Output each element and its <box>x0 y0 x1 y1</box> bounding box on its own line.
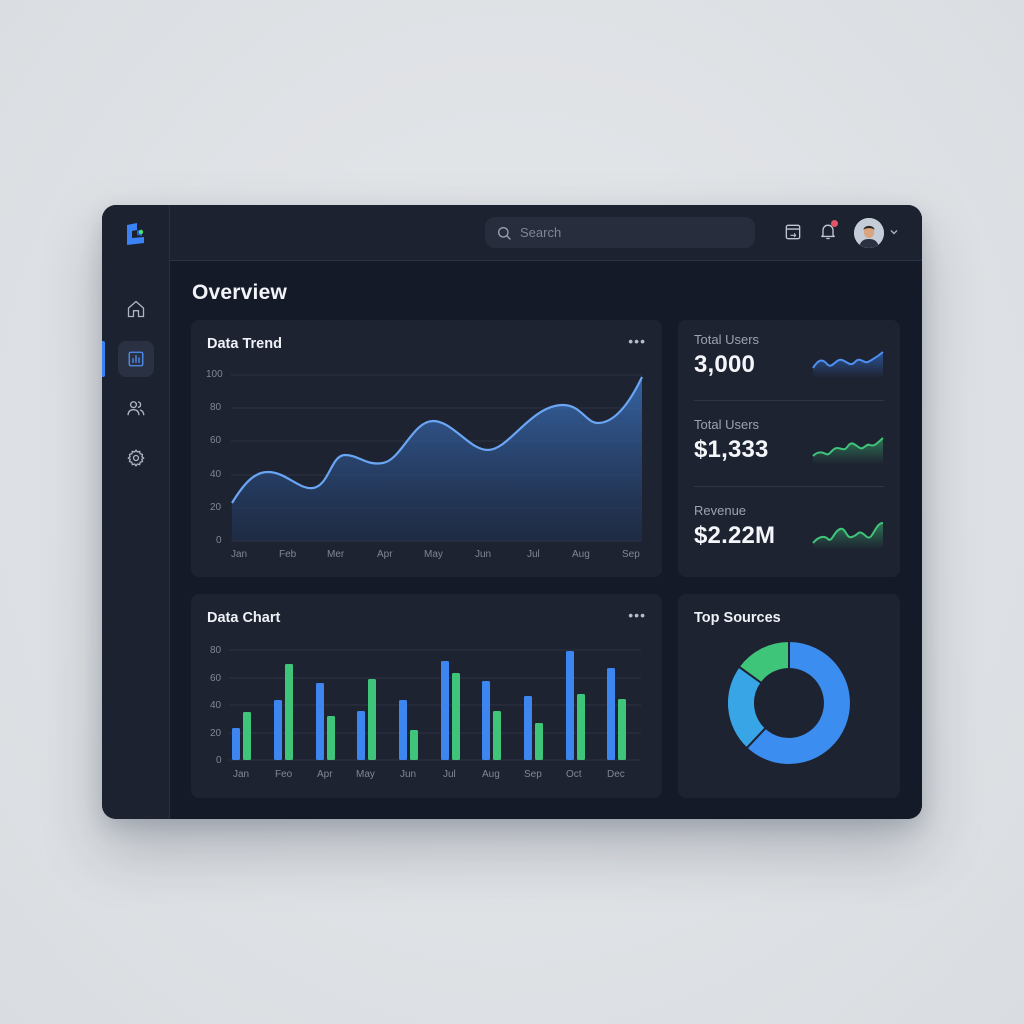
x-tick: May <box>356 769 375 780</box>
main-content: Overview Data Trend ••• 100 80 60 40 20 … <box>170 261 922 819</box>
y-tick: 80 <box>210 402 222 413</box>
bell-icon <box>821 224 835 240</box>
data-chart-card: Data Chart ••• 80 60 40 20 0 <box>191 594 662 798</box>
x-tick: May <box>424 549 443 560</box>
x-tick: Apr <box>377 549 393 560</box>
card-title: Data Trend <box>207 336 282 352</box>
bar-chart-icon <box>128 351 144 367</box>
stat-value: 3,000 <box>694 351 756 378</box>
x-tick: Sep <box>524 769 542 780</box>
x-tick: Feb <box>279 549 297 560</box>
home-icon <box>127 300 145 318</box>
sidebar-item-analytics[interactable] <box>118 341 154 377</box>
area-chart <box>231 374 643 542</box>
y-tick: 20 <box>210 728 222 739</box>
x-tick: Aug <box>572 549 590 560</box>
x-tick: Jun <box>400 769 417 780</box>
x-tick: Jul <box>443 769 456 780</box>
brand-logo-icon[interactable] <box>124 222 148 246</box>
dashboard-window: Overview Data Trend ••• 100 80 60 40 20 … <box>102 205 922 819</box>
trend-line <box>231 376 643 504</box>
search-box[interactable] <box>485 217 755 248</box>
stat-value: $2.22M <box>694 522 776 549</box>
divider <box>694 486 884 487</box>
stat-label: Revenue <box>694 503 747 518</box>
y-tick: 60 <box>210 435 222 446</box>
sidebar-item-settings[interactable] <box>118 440 154 476</box>
sidebar-item-home[interactable] <box>118 291 154 327</box>
notification-dot <box>831 220 838 227</box>
x-tick: Sep <box>622 549 640 560</box>
slice-source-c[interactable] <box>737 639 790 685</box>
series-b-bars <box>243 664 626 760</box>
x-tick: Feo <box>275 769 293 780</box>
chevron-down-icon[interactable] <box>889 227 899 237</box>
active-indicator <box>102 341 105 377</box>
divider <box>694 400 884 401</box>
stat-revenue: Revenue $2.22M <box>694 503 775 550</box>
more-options-button[interactable]: ••• <box>628 607 646 623</box>
sparkline-blue <box>812 351 884 378</box>
top-bar <box>170 205 922 261</box>
notifications-button[interactable] <box>818 220 840 243</box>
user-avatar-image <box>854 218 884 248</box>
y-tick: 0 <box>216 755 222 766</box>
calendar-icon[interactable] <box>783 222 803 242</box>
area-fill <box>232 377 642 541</box>
x-tick: Aug <box>482 769 500 780</box>
x-tick: Jan <box>233 769 250 780</box>
users-icon <box>127 401 145 416</box>
x-tick: Jul <box>527 549 540 560</box>
sparkline-green <box>812 437 884 464</box>
y-tick: 0 <box>216 535 222 546</box>
search-icon <box>498 226 511 240</box>
stat-label: Total Users <box>694 417 760 432</box>
x-tick: Apr <box>317 769 333 780</box>
data-trend-card: Data Trend ••• 100 80 60 40 20 0 <box>191 320 662 577</box>
y-tick: 100 <box>206 369 223 380</box>
page-title: Overview <box>192 281 287 304</box>
x-tick: Jun <box>475 549 492 560</box>
sidebar <box>102 205 170 819</box>
avatar[interactable] <box>854 218 884 248</box>
y-tick: 80 <box>210 645 222 656</box>
gear-icon <box>127 449 145 467</box>
x-tick: Dec <box>607 769 625 780</box>
stat-total-users: Total Users 3,000 <box>694 332 759 379</box>
card-title: Data Chart <box>207 610 281 626</box>
search-input[interactable] <box>520 225 740 240</box>
stat-total-users-2: Total Users $1,333 <box>694 417 769 464</box>
sidebar-item-users[interactable] <box>118 390 154 426</box>
x-tick: Mer <box>327 549 345 560</box>
y-tick: 40 <box>210 469 222 480</box>
y-tick: 60 <box>210 673 222 684</box>
x-tick: Jan <box>231 549 248 560</box>
donut-chart <box>725 639 852 766</box>
sparkline-green-revenue <box>812 522 884 549</box>
x-tick: Oct <box>566 769 582 780</box>
stat-value: $1,333 <box>694 436 769 463</box>
y-tick: 40 <box>210 700 222 711</box>
bar-chart <box>229 649 641 761</box>
y-tick: 20 <box>210 502 222 513</box>
stat-label: Total Users <box>694 332 760 347</box>
top-sources-card: Top Sources <box>678 594 900 798</box>
series-a-bars <box>232 651 615 760</box>
stats-card: Total Users 3,000 Total Users $1,333 <box>678 320 900 577</box>
slice-source-a[interactable] <box>745 639 852 766</box>
more-options-button[interactable]: ••• <box>628 333 646 349</box>
card-title: Top Sources <box>694 610 781 626</box>
